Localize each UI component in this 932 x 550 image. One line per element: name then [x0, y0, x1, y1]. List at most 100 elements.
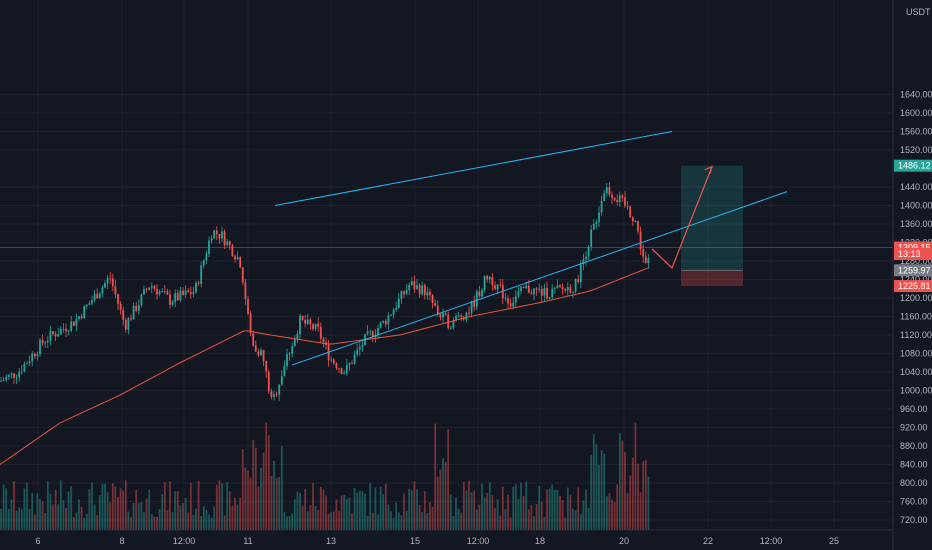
candle-body [564, 288, 567, 291]
volume-bar [473, 490, 476, 530]
volume-bar [91, 482, 93, 530]
volume-bar [556, 489, 559, 530]
candle-body [239, 257, 242, 268]
candle-body [319, 326, 322, 339]
long-position-profit-zone[interactable] [681, 165, 743, 271]
volume-bar [197, 480, 200, 530]
volume-bar [325, 495, 327, 530]
candle-body [192, 292, 195, 295]
candle-body [486, 275, 489, 280]
y-tick-label: 840.00 [900, 460, 928, 470]
candle-body [624, 197, 626, 206]
y-tick-label: 1080.00 [900, 349, 932, 359]
volume-bar [327, 513, 330, 530]
candle-body [514, 296, 517, 303]
candle-body [611, 194, 613, 198]
volume-bar [397, 512, 400, 530]
volume-bar [65, 507, 67, 530]
candle-body [280, 376, 283, 385]
candle-body [309, 319, 312, 325]
volume-bar [626, 493, 629, 530]
x-tick-label: 22 [703, 536, 713, 546]
volume-bar [551, 484, 554, 530]
volume-bar [20, 509, 23, 530]
volume-bar [18, 507, 21, 530]
svg-text:1309.15: 1309.15 [898, 243, 931, 253]
candle-body [413, 281, 416, 289]
candle-body [114, 286, 117, 295]
candle-body [275, 394, 278, 396]
projection-path[interactable] [651, 166, 713, 269]
volume-bar [468, 480, 470, 530]
volume-bar [330, 512, 333, 530]
volume-bar [49, 493, 52, 530]
volume-bar [465, 490, 468, 530]
candle-body [361, 345, 364, 348]
y-tick-label: 760.00 [900, 497, 928, 507]
volume-bar [36, 493, 39, 530]
candle-body [592, 223, 595, 230]
candle-body [335, 363, 338, 369]
candle-body [67, 330, 70, 332]
channel-lower-line[interactable] [291, 191, 788, 366]
candle-body [504, 298, 507, 300]
candle-body [299, 315, 301, 334]
candle-body [605, 187, 608, 194]
candle-body [101, 287, 104, 294]
x-tick-label: 12:00 [173, 536, 196, 546]
candle-body [231, 245, 234, 257]
candle-body [535, 288, 538, 290]
volume-bar [475, 509, 478, 530]
volume-bar [124, 480, 127, 530]
volume-bar [348, 497, 351, 530]
volume-bar [390, 511, 392, 530]
volume-bar [364, 493, 366, 530]
candle-body [559, 285, 561, 287]
candle-body [520, 286, 522, 292]
volume-bar [569, 495, 572, 530]
long-position-stop-zone[interactable] [681, 270, 743, 287]
volume-bar [439, 469, 442, 530]
candle-body [205, 253, 208, 261]
volume-bar [213, 506, 216, 530]
channel-upper-line[interactable] [274, 131, 673, 206]
volume-bar [408, 488, 411, 530]
candle-body [343, 373, 346, 375]
candle-body [631, 217, 634, 222]
volume-bar [577, 487, 580, 530]
volume-bar [140, 502, 143, 530]
candle-body [166, 291, 169, 295]
y-tick-label: 880.00 [900, 441, 928, 451]
volume-bar [566, 487, 569, 530]
volume-bar [13, 481, 15, 530]
candle-body [426, 291, 429, 296]
candle-body [184, 290, 187, 295]
x-tick-label: 8 [119, 536, 124, 546]
currency-label: USDT [906, 7, 931, 17]
volume-bar [535, 504, 538, 530]
volume-bar [98, 495, 101, 530]
candle-body [223, 231, 226, 246]
y-tick-label: 1160.00 [900, 312, 932, 322]
x-tick-label: 20 [619, 536, 629, 546]
candle-body [18, 371, 21, 378]
candle-body [403, 291, 405, 294]
candle-body [353, 354, 356, 364]
volume-bar [462, 481, 465, 530]
candle-body [262, 349, 265, 362]
volume-bar [286, 516, 288, 530]
chart-drawings [0, 131, 893, 465]
volume-bar [171, 511, 174, 530]
candle-body [288, 353, 291, 355]
candle-body [39, 340, 41, 355]
volume-bar [345, 498, 348, 530]
candle-body [163, 291, 166, 293]
volume-bar [517, 498, 520, 530]
y-tick-label: 800.00 [900, 478, 928, 488]
candle-body [481, 290, 483, 297]
candle-body [538, 289, 541, 291]
volume-bar [483, 497, 486, 530]
volume-bar [590, 454, 593, 530]
candle-body [449, 327, 452, 329]
